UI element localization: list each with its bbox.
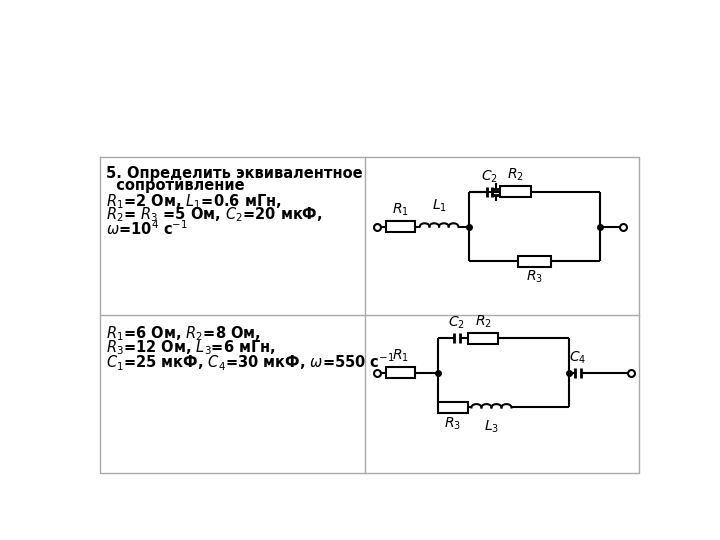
Text: $C_4$: $C_4$ [569, 349, 586, 366]
Text: $L_3$: $L_3$ [484, 418, 499, 435]
Text: 5. Определить эквивалентное: 5. Определить эквивалентное [106, 166, 362, 181]
Text: $R_3$=12 Ом, $L_3$=6 мГн,: $R_3$=12 Ом, $L_3$=6 мГн, [106, 338, 276, 357]
Text: $C_1$=25 мкФ, $C_4$=30 мкФ, $\omega$=550 с$^{-1}$: $C_1$=25 мкФ, $C_4$=30 мкФ, $\omega$=550… [106, 352, 395, 374]
Text: $L_1$: $L_1$ [431, 198, 446, 214]
Text: $R_2$: $R_2$ [507, 167, 523, 184]
Bar [386, 221, 415, 232]
Text: $R_3$: $R_3$ [526, 269, 543, 285]
Bar [467, 333, 498, 343]
Text: $R_1$: $R_1$ [392, 201, 409, 218]
Text: $R_1$=2 Ом, $L_1$=0.6 мГн,: $R_1$=2 Ом, $L_1$=0.6 мГн, [106, 192, 282, 211]
Bar [386, 367, 415, 378]
Text: $C_2$: $C_2$ [449, 315, 465, 331]
Bar [518, 256, 552, 267]
Bar [438, 402, 467, 413]
Bar [500, 186, 531, 197]
Text: $R_1$=6 Ом, $R_2$=8 Ом,: $R_1$=6 Ом, $R_2$=8 Ом, [106, 325, 261, 343]
Text: сопротивление: сопротивление [106, 178, 244, 193]
Text: $R_2$= $R_3$ =5 Ом, $C_2$=20 мкФ,: $R_2$= $R_3$ =5 Ом, $C_2$=20 мкФ, [106, 206, 323, 225]
Text: $\omega$=10$^4$ с$^{-1}$: $\omega$=10$^4$ с$^{-1}$ [106, 220, 188, 238]
Text: $R_3$: $R_3$ [444, 415, 462, 431]
Text: $C_2$: $C_2$ [481, 168, 498, 185]
Text: $R_1$: $R_1$ [392, 348, 409, 364]
Text: $R_2$: $R_2$ [474, 313, 491, 330]
